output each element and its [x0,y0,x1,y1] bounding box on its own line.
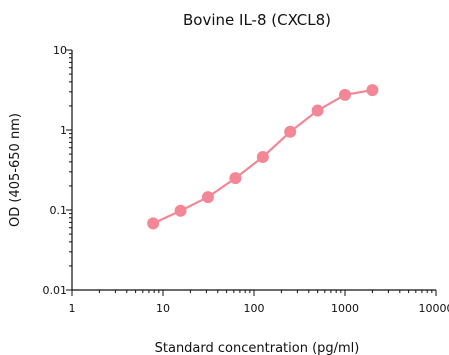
data-point [284,125,297,138]
y-tick-label: 10 [53,44,67,57]
data-point [366,84,379,97]
y-tick-label: 0.1 [50,204,68,217]
y-tick-label: 1 [60,124,67,137]
y-tick-label: 0.01 [43,284,68,297]
x-tick-label: 100 [244,302,265,315]
data-point [229,172,242,185]
data-point [339,88,351,101]
x-axis-label: Standard concentration (pg/ml) [155,341,360,355]
series-group [147,84,379,230]
data-point [147,217,160,230]
y-axis-label: OD (405-650 nm) [8,113,23,227]
x-tick-label: 1000 [331,302,359,315]
x-tick-label: 10 [156,302,170,315]
data-point [256,150,269,163]
chart-title: Bovine IL-8 (CXCL8) [183,11,331,29]
data-point [174,204,187,217]
data-point [311,104,324,117]
x-tick-label: 1 [69,302,76,315]
data-point [201,191,214,204]
